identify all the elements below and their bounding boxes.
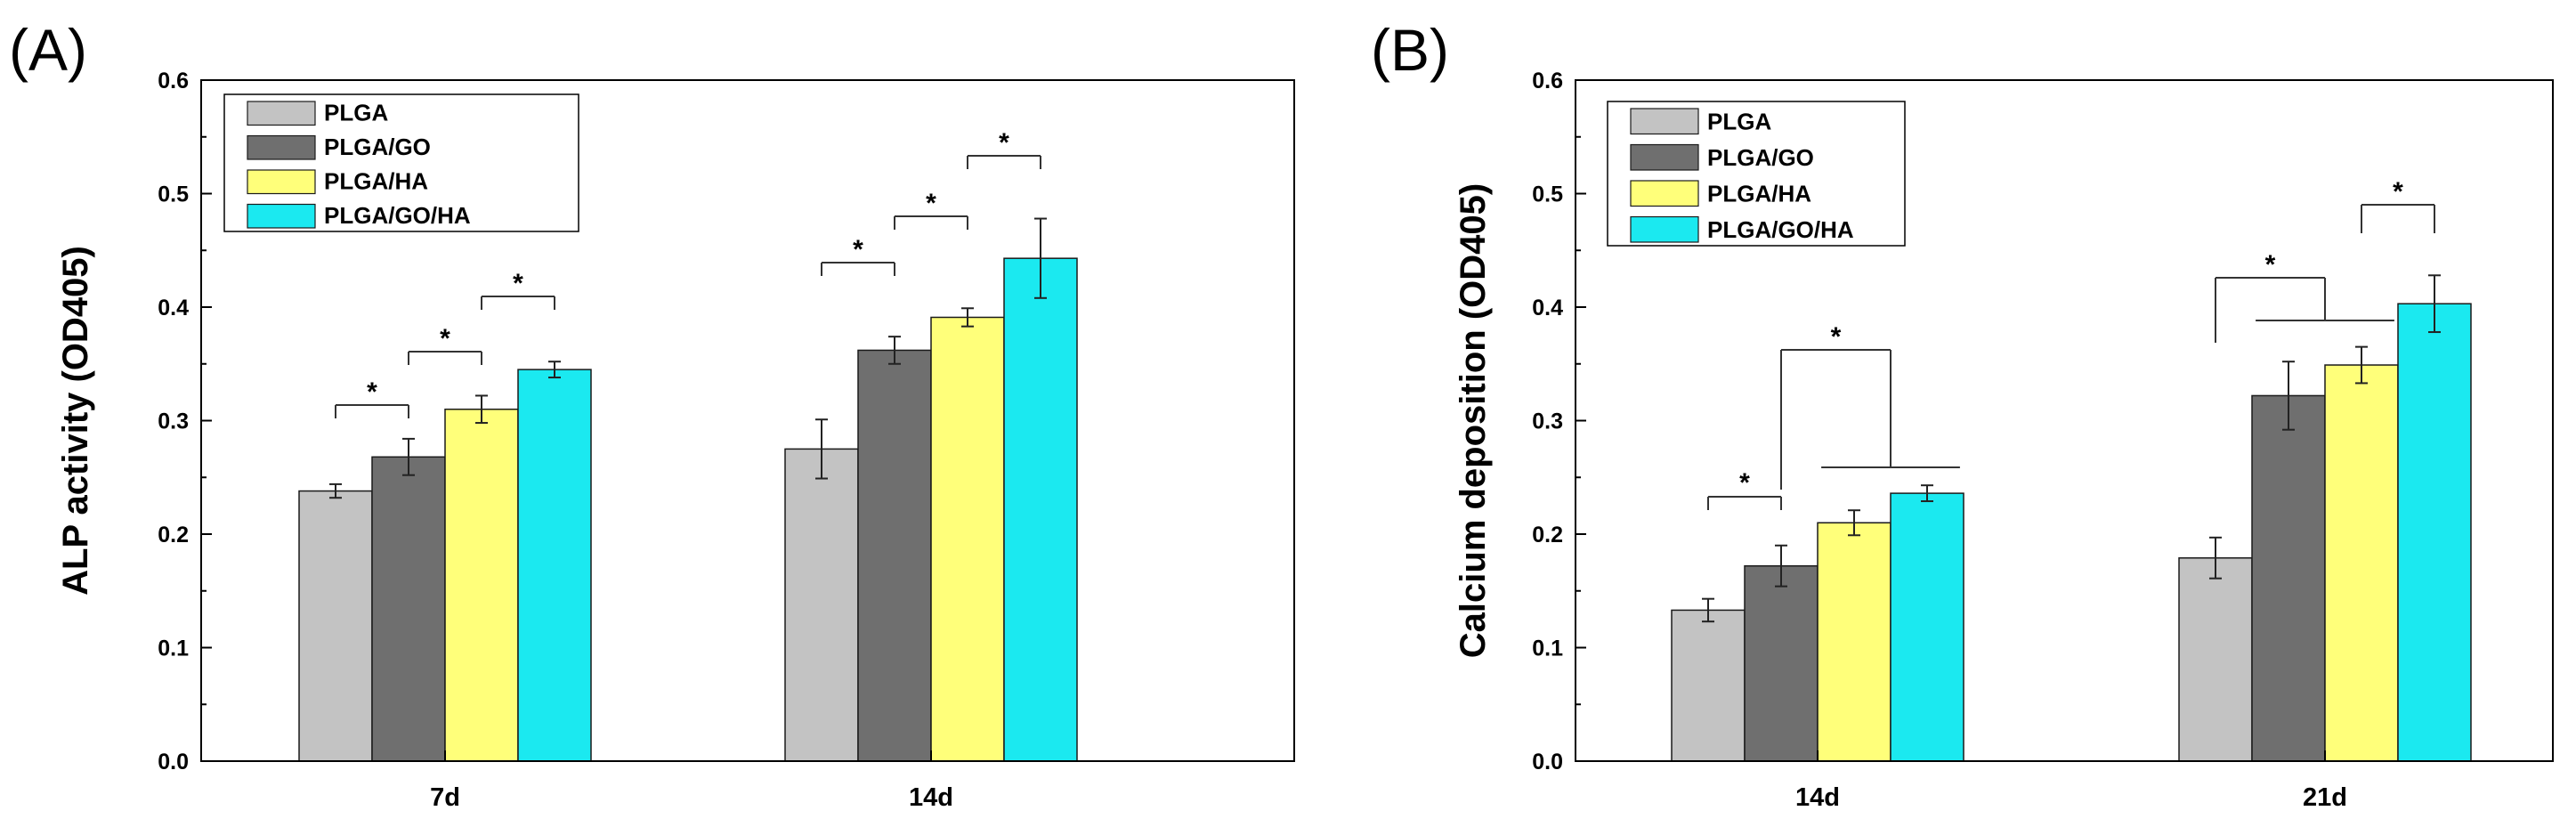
legend-label-plga-go-ha: PLGA/GO/HA — [1707, 216, 1854, 243]
y-tick-label-0.3: 0.3 — [1532, 409, 1563, 434]
y-tick-label-0.0: 0.0 — [158, 750, 189, 774]
legend-label-plga-go: PLGA/GO — [1707, 144, 1814, 171]
legend-label-plga-go-ha: PLGA/GO/HA — [324, 202, 471, 229]
y-tick-label-0.3: 0.3 — [158, 409, 189, 434]
bar-14d-plga-go-ha — [1003, 257, 1078, 762]
chart-panel-a: 0.0 0.1 0.2 0.3 0.4 0.5 0.6 7d 14d ALP activity (… — [56, 69, 1295, 812]
bar-14d-plga-ha — [930, 316, 1005, 762]
sig-star-2: * — [2265, 250, 2276, 280]
y-tick-label-0.2: 0.2 — [1532, 523, 1563, 547]
sig-star-2: * — [513, 269, 523, 298]
y-axis-title: ALP activity (OD405) — [56, 246, 95, 596]
chart-panel-b: 0.0 0.1 0.2 0.3 0.4 0.5 0.6 14d 21d Calcium depos… — [1454, 69, 2554, 812]
legend-swatch-plga-go — [1630, 143, 1699, 171]
x-tick-label-7d: 7d — [430, 783, 460, 812]
bar-14d-plga-ha — [1817, 522, 1891, 762]
y-tick-label-0.0: 0.0 — [1532, 750, 1563, 774]
legend-swatch-plga — [1630, 108, 1699, 135]
legend-swatch-plga-ha — [1630, 180, 1699, 207]
legend-swatch-plga — [247, 101, 316, 126]
sig-star-1: * — [1831, 322, 1842, 352]
bar-7d-plga — [298, 490, 373, 762]
y-tick-label-0.1: 0.1 — [1532, 636, 1563, 661]
bar-14d-plga-go — [857, 349, 932, 762]
legend-label-plga: PLGA — [1707, 109, 1771, 135]
bar-7d-plga-go — [371, 456, 446, 762]
y-axis-title: Calcium deposition (OD405) — [1454, 183, 1493, 658]
y-tick-label-0.5: 0.5 — [1532, 182, 1563, 207]
legend-label-plga-ha: PLGA/HA — [1707, 181, 1811, 207]
bar-21d-plga-go — [2251, 394, 2326, 762]
y-tick-label-0.4: 0.4 — [1532, 296, 1563, 320]
sig-star-0: * — [367, 377, 377, 407]
legend-swatch-plga-go-ha — [1630, 215, 1699, 243]
legend-label-plga: PLGA — [324, 100, 388, 126]
legend-swatch-plga-go-ha — [247, 203, 316, 229]
bar-7d-plga-ha — [444, 409, 519, 762]
y-tick-label-0.2: 0.2 — [158, 523, 189, 547]
sig-star-3: * — [853, 235, 863, 264]
panel-label-b: (B) — [1371, 17, 1449, 83]
sig-star-3: * — [2393, 177, 2403, 207]
y-tick-label-0.1: 0.1 — [158, 636, 189, 661]
x-tick-label-21d: 21d — [2303, 783, 2347, 812]
y-tick-label-0.4: 0.4 — [158, 296, 189, 320]
bar-21d-plga-go-ha — [2397, 303, 2472, 762]
y-tick-label-0.6: 0.6 — [1532, 69, 1563, 93]
sig-star-1: * — [440, 324, 450, 353]
x-tick-label-14d: 14d — [1795, 783, 1840, 812]
legend-swatch-plga-go — [247, 134, 316, 160]
sig-star-5: * — [999, 128, 1009, 158]
legend-label-plga-ha: PLGA/HA — [324, 168, 428, 195]
y-tick-label-0.6: 0.6 — [158, 69, 189, 93]
sig-star-0: * — [1739, 468, 1750, 498]
legend-label-plga-go: PLGA/GO — [324, 134, 431, 160]
y-tick-label-0.5: 0.5 — [158, 182, 189, 207]
sig-star-4: * — [926, 189, 936, 218]
panel-label-a: (A) — [9, 17, 87, 83]
bar-21d-plga-ha — [2324, 364, 2399, 762]
bar-14d-plga-go — [1744, 564, 1819, 762]
bar-7d-plga-go-ha — [517, 369, 592, 762]
bar-21d-plga — [2178, 557, 2253, 762]
x-tick-label-14d: 14d — [909, 783, 953, 812]
bar-14d-plga — [784, 448, 859, 762]
legend-swatch-plga-ha — [247, 169, 316, 195]
bar-14d-plga-go-ha — [1890, 492, 1964, 762]
bar-14d-plga — [1671, 609, 1746, 762]
